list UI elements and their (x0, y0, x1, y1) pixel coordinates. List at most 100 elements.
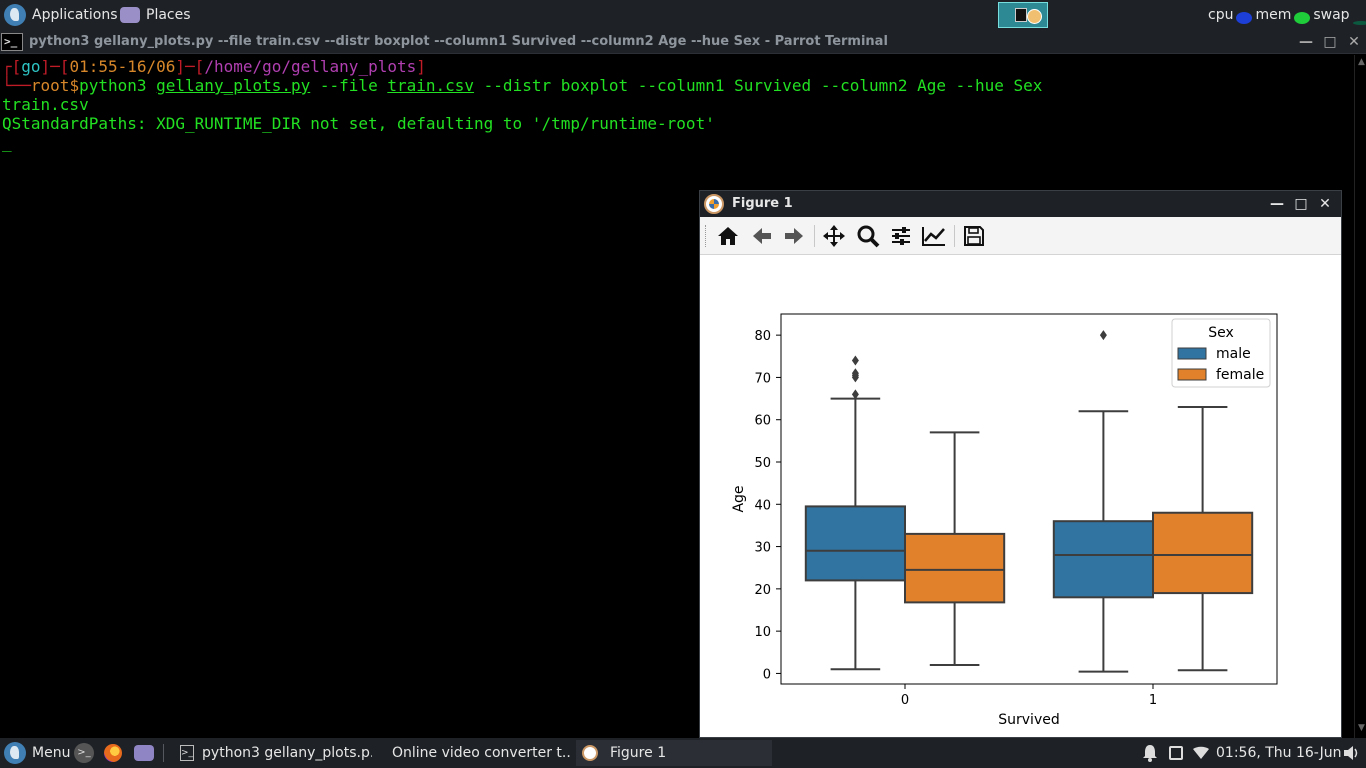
box-female-1 (1152, 511, 1254, 595)
workspace-switcher[interactable] (998, 2, 1048, 28)
system-monitor[interactable]: cpu mem swap (1208, 0, 1366, 30)
minimize-icon[interactable]: — (1299, 34, 1313, 50)
legend-swatch-female (1177, 368, 1207, 381)
volume-indicator[interactable] (1343, 738, 1361, 768)
y-tick-label: 80 (754, 329, 771, 344)
toolbar-separator (954, 225, 955, 247)
terminal-title: python3 gellany_plots.py --file train.cs… (29, 34, 888, 49)
configure-subplots-icon[interactable] (887, 223, 915, 249)
cpu-label: cpu (1208, 7, 1234, 23)
panel-separator (163, 744, 164, 762)
figure-title: Figure 1 (732, 196, 793, 211)
save-icon[interactable] (960, 223, 988, 249)
figure-thumbnail-icon (1027, 9, 1042, 24)
figure-minimize-icon[interactable]: — (1270, 196, 1284, 212)
figure-task-icon (582, 745, 598, 761)
back-icon[interactable] (748, 223, 776, 249)
maximize-icon[interactable]: □ (1323, 34, 1337, 50)
terminal-scrollbar[interactable]: ▲ ▼ (1354, 55, 1366, 738)
y-axis-label: Age (731, 485, 747, 512)
keyboard-indicator[interactable] (1169, 738, 1183, 768)
parrot-logo-icon (4, 4, 26, 26)
terminal-launcher-icon: >_ (74, 743, 94, 763)
y-tick-label: 20 (754, 583, 771, 598)
close-icon[interactable]: ✕ (1348, 34, 1360, 50)
command-rest: --distr boxplot --column1 Survived --col… (474, 76, 1043, 95)
forward-icon[interactable] (780, 223, 808, 249)
x-axis-label: Survived (998, 712, 1059, 728)
terminal-thumbnail-icon (1015, 8, 1027, 22)
prompt-user: go (21, 57, 41, 76)
box-male-0 (804, 505, 906, 582)
output-line-2: QStandardPaths: XDG_RUNTIME_DIR not set,… (2, 114, 715, 133)
legend-swatch-male (1177, 347, 1207, 360)
home-icon[interactable] (714, 223, 742, 249)
places-label: Places (146, 7, 191, 23)
zoom-icon[interactable] (854, 223, 882, 249)
legend-title: Sex (1208, 325, 1234, 341)
volume-icon (1344, 746, 1358, 760)
clock[interactable]: 01:56, Thu 16-Jun (1216, 745, 1342, 761)
box-male-1 (1052, 520, 1154, 599)
y-tick-label: 10 (754, 625, 771, 640)
scroll-up-icon[interactable]: ▲ (1358, 57, 1365, 67)
x-tick-label: 1 (1149, 693, 1157, 708)
swap-label: swap (1313, 7, 1350, 23)
figure-window[interactable]: Figure 1 — □ ✕ 0 10 20 30 40 50 (699, 190, 1342, 738)
parrot-menu-icon (4, 742, 26, 764)
terminal-cursor: _ (2, 133, 12, 152)
notifications-bell[interactable] (1142, 738, 1158, 768)
bell-icon (1143, 745, 1157, 762)
edit-axis-icon[interactable] (920, 223, 948, 249)
prompt-path: /home/go/gellany_plots (204, 57, 417, 76)
prompt-symbol: $ (69, 76, 80, 95)
prompt-line: ┌[go]─[01:55-16/06]─[/home/go/gellany_pl… (2, 57, 426, 76)
command-prefix: python3 (79, 76, 157, 95)
applications-menu[interactable]: Applications (4, 0, 118, 30)
launcher-terminal[interactable]: >_ (74, 738, 94, 768)
figure-maximize-icon[interactable]: □ (1294, 196, 1308, 212)
cpu-graph-icon (1236, 12, 1253, 24)
figure-toolbar (700, 217, 1341, 255)
network-indicator[interactable] (1193, 738, 1209, 768)
task-terminal[interactable]: >_ python3 gellany_plots.p... (174, 740, 372, 766)
applications-label: Applications (32, 7, 118, 23)
x-tick-label: 0 (901, 693, 909, 708)
terminal-icon: >_ (1, 33, 23, 51)
y-tick-label: 0 (763, 667, 771, 682)
matplotlib-logo-icon (704, 194, 724, 214)
keyboard-icon (1169, 746, 1183, 760)
scroll-down-icon[interactable]: ▼ (1358, 723, 1365, 733)
terminal-titlebar[interactable]: >_ python3 gellany_plots.py --file train… (0, 30, 1366, 54)
task-firefox[interactable]: Online video converter t... (376, 740, 572, 766)
mem-graph-icon (1294, 12, 1311, 24)
box-female-0 (904, 532, 1006, 604)
y-tick-label: 50 (754, 456, 771, 471)
menu-button[interactable]: Menu (4, 738, 70, 768)
places-folder-icon (120, 7, 140, 23)
command-script: gellany_plots.py (156, 76, 311, 95)
wifi-icon (1193, 746, 1209, 759)
y-tick-label: 60 (754, 414, 771, 429)
task-figure-label: Figure 1 (610, 745, 667, 761)
boxplot-chart: 0 10 20 30 40 50 60 70 80 0 1 Survived Age Sex male fem… (731, 313, 1278, 728)
figure-titlebar[interactable]: Figure 1 — □ ✕ (700, 191, 1341, 217)
bottom-panel: Menu >_ >_ python3 gellany_plots.p... On… (0, 738, 1366, 768)
launcher-firefox[interactable] (104, 738, 122, 768)
firefox-icon (104, 744, 122, 762)
outlier-point (851, 389, 859, 400)
launcher-files[interactable] (134, 738, 154, 768)
legend-label-male: male (1216, 346, 1251, 362)
y-tick-label: 30 (754, 541, 771, 556)
y-tick-label: 40 (754, 498, 771, 513)
task-figure[interactable]: Figure 1 (576, 740, 772, 766)
outlier-point (851, 355, 859, 366)
swap-graph-icon (1352, 21, 1366, 25)
mem-label: mem (1255, 7, 1292, 23)
toolbar-separator (814, 225, 815, 247)
outlier-point (1099, 330, 1107, 341)
figure-close-icon[interactable]: ✕ (1319, 196, 1331, 212)
terminal-task-icon: >_ (180, 745, 195, 761)
pan-icon[interactable] (820, 223, 848, 249)
places-menu[interactable]: Places (120, 0, 191, 30)
